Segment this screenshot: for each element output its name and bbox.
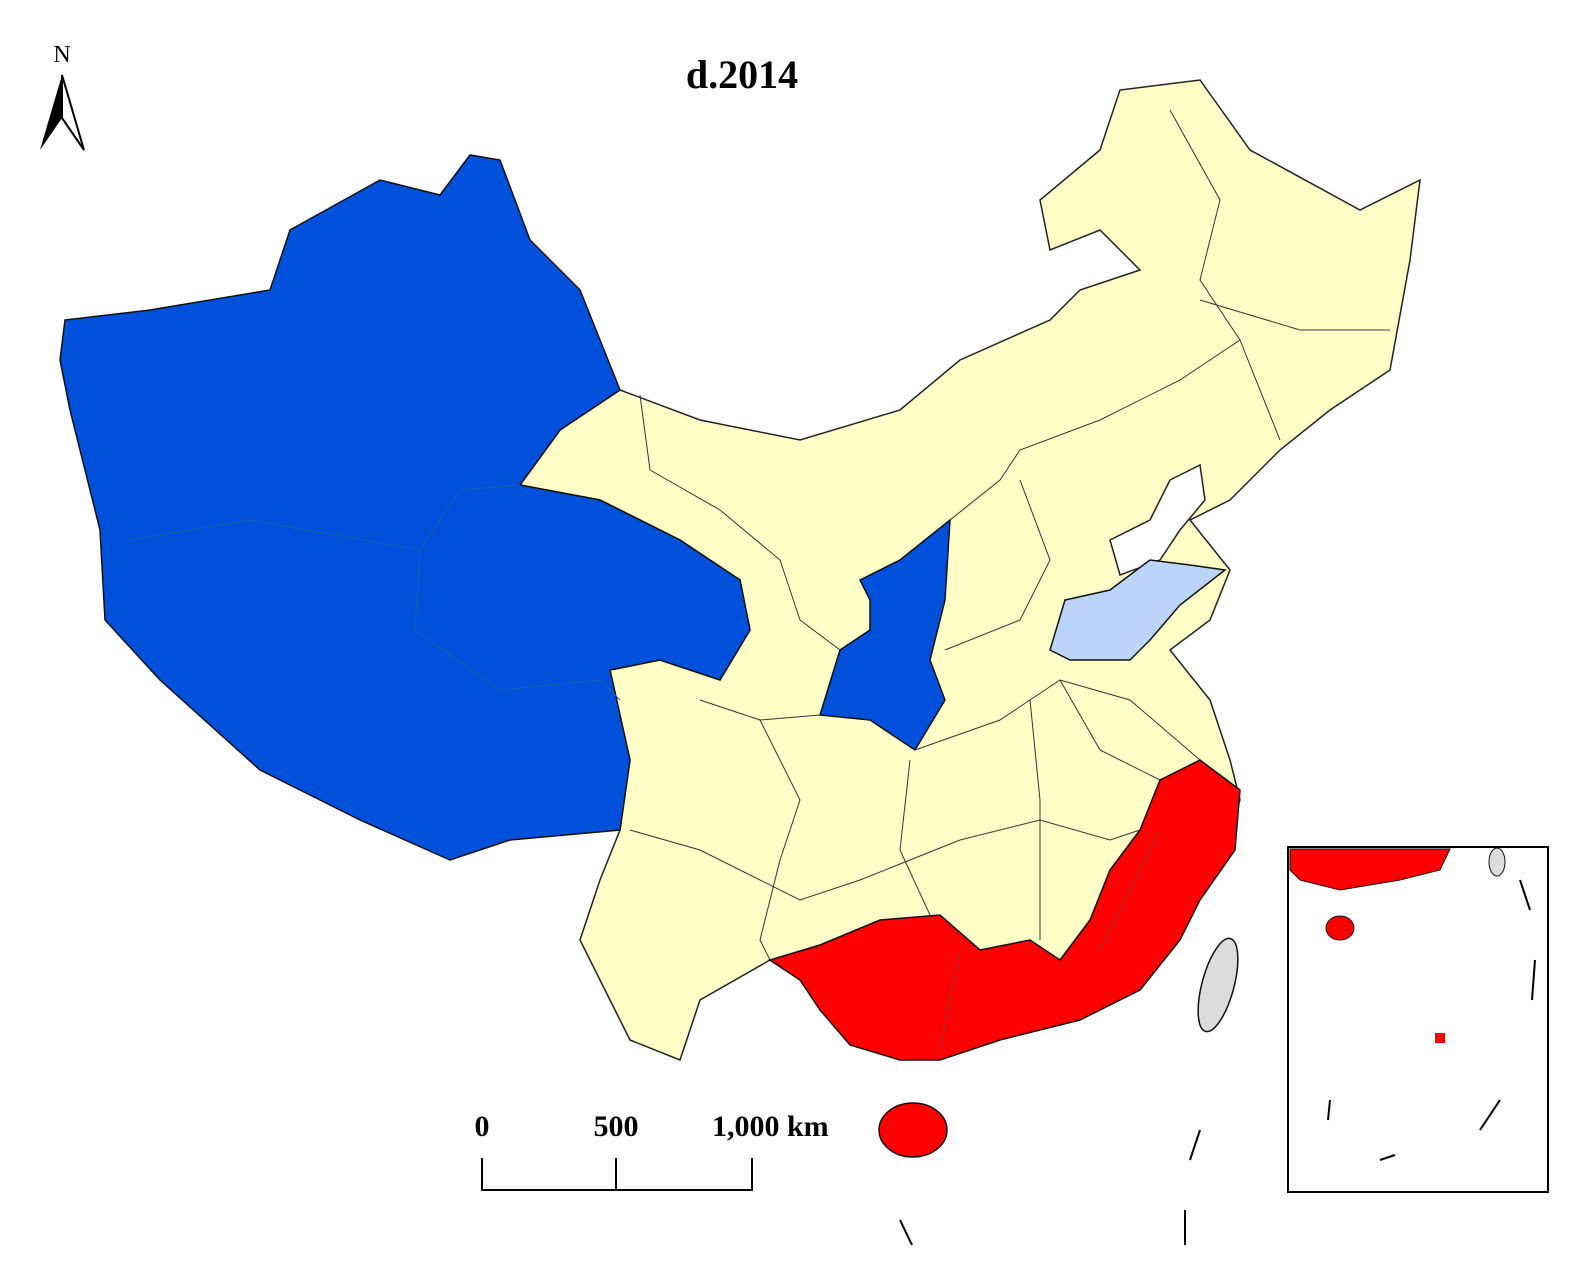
map-title: d.2014: [686, 52, 798, 97]
sea-dashes: [899, 1129, 1201, 1246]
inset-hainan: [1325, 915, 1355, 941]
blue-borders: [129, 484, 621, 701]
inset-island: [1435, 1033, 1445, 1043]
scale-label: 500: [594, 1110, 639, 1143]
inset-frame: [1287, 846, 1549, 1193]
scale-label: 1,000 km: [712, 1110, 829, 1143]
north-label: N: [53, 42, 70, 68]
arrow-left: [40, 75, 62, 150]
hainan: [878, 1102, 948, 1158]
inset-coast: [1289, 848, 1451, 891]
province-borders: [629, 109, 1390, 961]
arrow-right: [61, 74, 85, 151]
region-light-blue: [1049, 559, 1227, 661]
inset: [1287, 846, 1549, 1193]
scale-label: 0: [475, 1110, 490, 1143]
region-blue: [59, 154, 751, 861]
taiwan: [1197, 937, 1239, 1033]
north-arrow: N: [40, 42, 85, 151]
red-borders: [1099, 829, 1161, 951]
region-blue-central: [819, 518, 951, 752]
region-red: [768, 759, 1241, 1061]
scale-bar: 0 500 1,000 km: [475, 1110, 829, 1191]
red-borders: [939, 949, 961, 1051]
inset-taiwan: [1488, 847, 1506, 877]
sea: [1109, 463, 1206, 576]
inset-dashes: [1327, 879, 1536, 1161]
